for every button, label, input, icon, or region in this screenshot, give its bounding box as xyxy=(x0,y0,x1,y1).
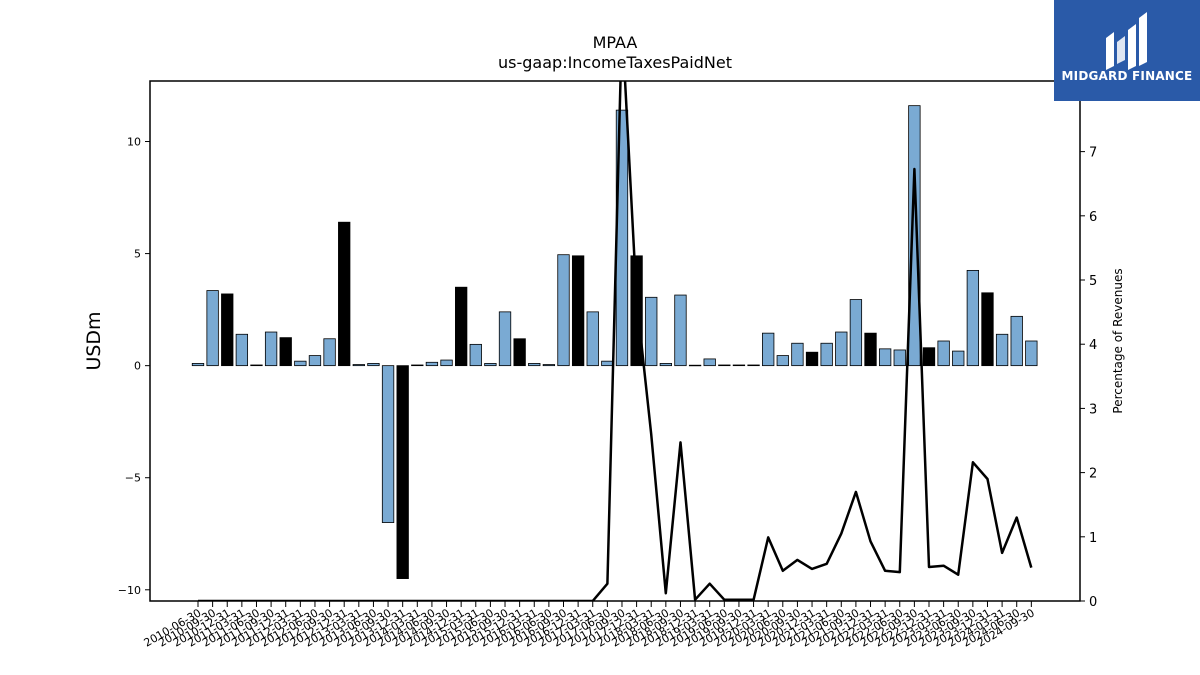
bar-2018-12-31 xyxy=(688,364,702,367)
bar-2023-09-30 xyxy=(966,269,980,367)
bar-2016-06-30 xyxy=(542,364,556,367)
y2-tick-label: 6 xyxy=(1089,210,1097,225)
bar-2015-03-31 xyxy=(469,343,482,367)
bar-2023-12-31 xyxy=(981,292,994,367)
bar-2018-09-30 xyxy=(674,294,687,367)
bar-2021-06-30 xyxy=(835,331,848,367)
bar-2011-12-31 xyxy=(279,337,292,367)
bar-2024-03-31 xyxy=(995,333,1009,367)
chart-subtitle: us-gaap:IncomeTaxesPaidNet xyxy=(498,53,732,72)
y2-tick-label: 1 xyxy=(1089,531,1097,546)
bar-2014-06-30 xyxy=(425,361,439,367)
bar-2011-09-30 xyxy=(264,331,278,367)
bar-2015-12-31 xyxy=(513,338,526,367)
bar-2020-03-31 xyxy=(762,332,775,367)
bar-2013-03-31 xyxy=(352,364,365,367)
bar-2019-12-31 xyxy=(747,364,760,367)
bar-2019-09-30 xyxy=(732,364,746,367)
y-tick-label: 5 xyxy=(134,248,141,261)
brand-logo: MIDGARD FINANCE xyxy=(1054,0,1200,101)
y2-tick-label: 7 xyxy=(1089,146,1097,161)
y2-tick-label: 4 xyxy=(1089,338,1097,353)
left-y-axis: −10 −5 0 5 10 xyxy=(118,136,150,597)
y2-tick-label: 5 xyxy=(1089,274,1097,289)
bar-2016-12-31 xyxy=(571,255,585,367)
bar-2012-06-30 xyxy=(308,355,322,367)
y-axis-label: USDm xyxy=(83,311,105,370)
bar-2016-03-31 xyxy=(528,363,541,367)
bar-2013-12-31 xyxy=(396,365,409,579)
bar-2015-09-30 xyxy=(498,311,512,367)
bar-2014-09-30 xyxy=(440,359,453,367)
bar-2014-12-31 xyxy=(455,286,468,367)
bar-2018-06-30 xyxy=(659,363,672,367)
bar-2010-09-30 xyxy=(206,290,219,367)
bar-2017-03-31 xyxy=(586,311,599,367)
chart-title: MPAA xyxy=(593,33,638,52)
y2-tick-label: 3 xyxy=(1089,402,1097,417)
bar-2012-12-31 xyxy=(338,221,351,367)
y2-tick-label: 0 xyxy=(1089,595,1097,610)
right-y-axis: 0 1 2 3 4 5 6 7 xyxy=(1080,146,1097,610)
bar-2013-09-30 xyxy=(381,365,395,523)
bar-2018-03-31 xyxy=(645,296,658,367)
bar-2024-09-30 xyxy=(1025,340,1038,367)
y-tick-label: −5 xyxy=(125,472,141,485)
y2-axis-label: Percentage of Revenues xyxy=(1111,268,1125,413)
bar-2021-12-31 xyxy=(864,332,877,367)
y-tick-label: 10 xyxy=(127,136,141,149)
bar-2021-09-30 xyxy=(849,299,863,367)
bar-2023-03-31 xyxy=(937,340,950,367)
bar-2024-06-30 xyxy=(1010,315,1023,367)
y2-tick-label: 2 xyxy=(1089,467,1097,482)
revenue-percentage-line xyxy=(198,81,1033,601)
bar-2020-12-31 xyxy=(805,351,819,367)
bar-2010-12-31 xyxy=(221,293,234,367)
bar-2011-03-31 xyxy=(235,333,249,367)
bar-2015-06-30 xyxy=(484,363,497,367)
bar-series xyxy=(191,105,1038,579)
bar-2022-06-30 xyxy=(893,349,906,367)
bar-2021-03-31 xyxy=(820,342,833,367)
bar-2022-12-31 xyxy=(922,347,936,367)
y-tick-label: −10 xyxy=(118,584,141,597)
bar-2020-06-30 xyxy=(776,355,789,367)
bar-2019-06-30 xyxy=(718,364,731,367)
y-tick-label: 0 xyxy=(134,360,141,373)
bar-2013-06-30 xyxy=(367,363,380,367)
plot-frame xyxy=(149,80,1081,602)
bar-2010-06-30 xyxy=(191,363,205,367)
midgard-logo-icon xyxy=(1106,12,1147,70)
bar-2014-03-31 xyxy=(411,364,424,367)
bar-2012-03-31 xyxy=(294,360,307,367)
bar-2012-09-30 xyxy=(323,338,336,367)
bar-2019-03-31 xyxy=(703,358,716,367)
x-axis: 2010-06-302010-09-302010-12-312011-03-31… xyxy=(142,601,1037,650)
bar-2022-09-30 xyxy=(908,105,921,367)
bar-2023-06-30 xyxy=(952,350,965,367)
bar-2022-03-31 xyxy=(878,348,892,367)
brand-name: MIDGARD FINANCE xyxy=(1061,69,1193,83)
bar-2020-09-30 xyxy=(791,342,804,367)
bar-2016-09-30 xyxy=(557,254,570,367)
line-series xyxy=(198,81,1033,601)
bar-2011-06-30 xyxy=(250,364,263,367)
bar-2017-06-30 xyxy=(601,360,614,367)
